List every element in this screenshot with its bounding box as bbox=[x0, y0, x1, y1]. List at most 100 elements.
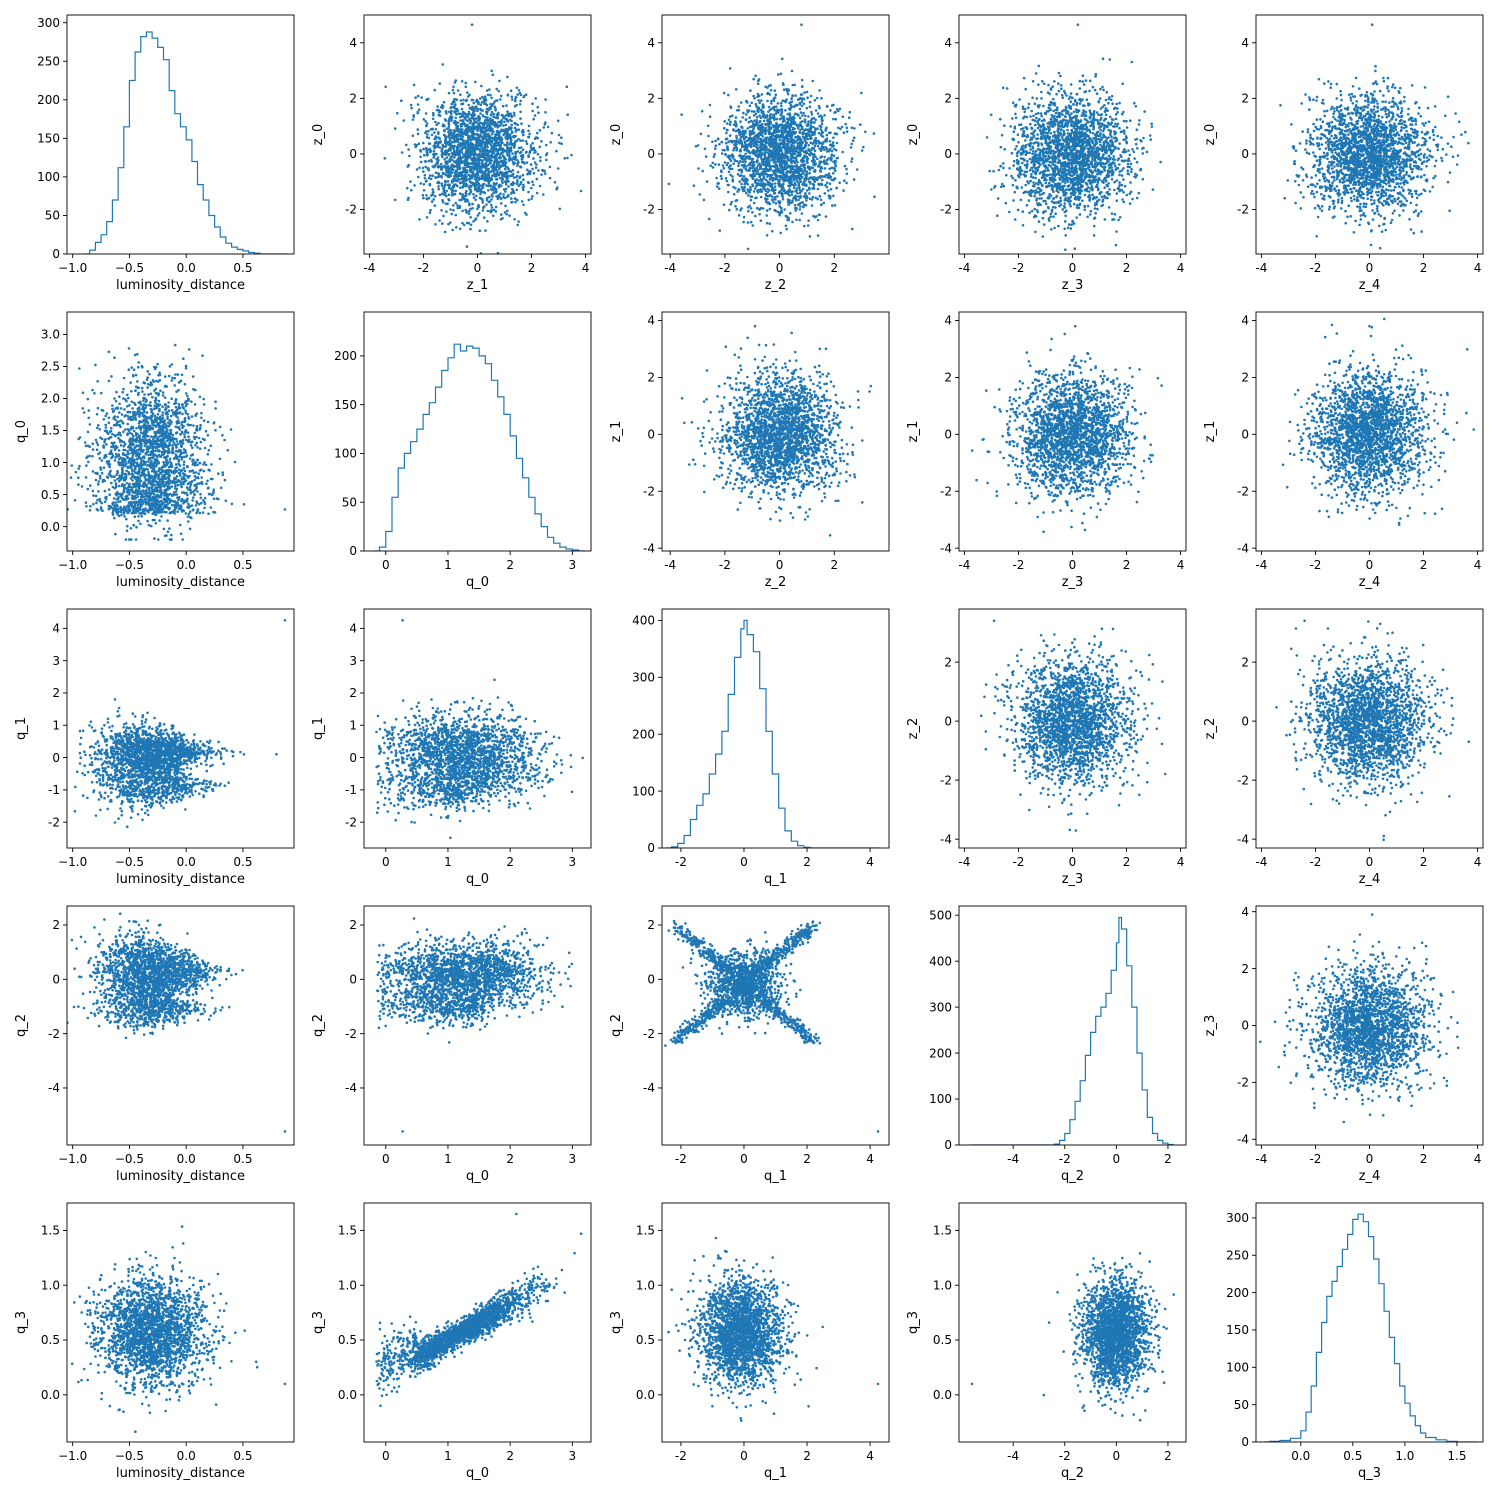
scatter-point bbox=[754, 196, 757, 200]
scatter-point bbox=[794, 158, 798, 161]
scatter-point bbox=[472, 122, 476, 126]
scatter-point bbox=[429, 177, 433, 181]
scatter-point bbox=[472, 134, 475, 138]
scatter-point bbox=[798, 191, 802, 195]
scatter-point bbox=[459, 93, 462, 97]
scatter-point bbox=[749, 198, 753, 202]
scatter-point bbox=[850, 160, 853, 163]
scatter-point bbox=[494, 148, 498, 152]
scatter-point bbox=[729, 105, 732, 108]
scatter-point bbox=[432, 153, 435, 156]
scatter-point bbox=[467, 186, 471, 189]
scatter-point bbox=[442, 100, 446, 104]
scatter-point bbox=[455, 98, 459, 102]
scatter-point bbox=[1013, 218, 1017, 221]
scatter-point bbox=[489, 136, 493, 139]
scatter-point bbox=[501, 217, 504, 220]
scatter-point bbox=[817, 139, 820, 143]
scatter-point bbox=[499, 202, 503, 205]
scatter-point bbox=[839, 127, 842, 131]
scatter-point bbox=[734, 116, 738, 119]
scatter-point bbox=[732, 146, 736, 150]
scatter-point bbox=[433, 144, 437, 147]
scatter-point bbox=[771, 138, 774, 142]
scatter-point bbox=[842, 131, 846, 134]
scatter-point bbox=[511, 181, 515, 184]
scatter-point bbox=[764, 162, 768, 165]
scatter-point bbox=[1098, 140, 1102, 144]
scatter-point bbox=[820, 96, 823, 100]
scatter-point bbox=[806, 224, 810, 227]
scatter-point bbox=[455, 169, 458, 172]
scatter-point bbox=[457, 130, 460, 133]
scatter-point bbox=[444, 145, 447, 148]
scatter-point bbox=[768, 132, 771, 136]
scatter-point bbox=[448, 160, 452, 163]
scatter-point bbox=[465, 245, 469, 248]
scatter-point bbox=[756, 168, 759, 172]
scatter-point bbox=[518, 151, 522, 155]
scatter-point bbox=[409, 180, 412, 183]
scatter-point bbox=[501, 154, 505, 157]
scatter-point bbox=[500, 151, 504, 155]
scatter-point bbox=[475, 165, 479, 168]
scatter-point bbox=[406, 186, 409, 190]
scatter-point bbox=[805, 175, 808, 178]
scatter-point bbox=[519, 182, 522, 186]
scatter-point bbox=[411, 118, 415, 121]
scatter-point bbox=[450, 115, 454, 119]
scatter-point bbox=[820, 166, 823, 169]
scatter-point bbox=[779, 113, 783, 117]
scatter-point bbox=[798, 172, 801, 176]
scatter-point bbox=[467, 156, 470, 159]
scatter-point bbox=[459, 186, 462, 189]
scatter-point bbox=[510, 123, 513, 127]
scatter-point bbox=[1012, 199, 1015, 202]
scatter-point bbox=[815, 157, 819, 161]
scatter-point bbox=[422, 147, 425, 151]
scatter-point bbox=[786, 90, 789, 93]
scatter-point bbox=[813, 255, 816, 258]
scatter-point bbox=[463, 158, 467, 162]
scatter-point bbox=[1012, 159, 1016, 163]
scatter-point bbox=[769, 145, 772, 149]
scatter-point bbox=[781, 198, 785, 201]
scatter-point bbox=[802, 102, 806, 106]
scatter-point bbox=[522, 133, 525, 137]
scatter-point bbox=[780, 211, 784, 214]
scatter-point bbox=[506, 209, 509, 213]
scatter-point bbox=[1107, 206, 1111, 209]
scatter-point bbox=[790, 170, 793, 173]
scatter-point bbox=[445, 210, 448, 213]
scatter-point bbox=[833, 177, 837, 180]
scatter-point bbox=[1022, 76, 1026, 80]
scatter-point bbox=[771, 179, 775, 182]
scatter-point bbox=[757, 94, 761, 98]
scatter-point bbox=[427, 129, 430, 133]
scatter-point bbox=[507, 136, 511, 140]
scatter-point bbox=[724, 177, 728, 180]
scatter-point bbox=[803, 91, 806, 94]
scatter-point bbox=[459, 112, 462, 116]
scatter-point bbox=[441, 145, 445, 148]
y-tick-label: -2 bbox=[345, 203, 357, 217]
scatter-point bbox=[408, 154, 411, 158]
scatter-point bbox=[773, 118, 776, 121]
scatter-point bbox=[505, 172, 508, 176]
scatter-point bbox=[468, 162, 472, 165]
scatter-point bbox=[536, 152, 540, 156]
scatter-point bbox=[1069, 92, 1073, 95]
scatter-point bbox=[852, 136, 856, 140]
scatter-point bbox=[471, 142, 474, 146]
scatter-point bbox=[504, 204, 507, 208]
scatter-point bbox=[506, 112, 510, 115]
scatter-point bbox=[726, 147, 729, 150]
scatter-point bbox=[733, 158, 736, 161]
scatter-point bbox=[447, 130, 450, 134]
scatter-point bbox=[853, 127, 856, 130]
scatter-point bbox=[474, 198, 477, 201]
scatter-point bbox=[470, 168, 473, 172]
scatter-point bbox=[756, 82, 760, 85]
scatter-point bbox=[779, 231, 782, 235]
scatter-point bbox=[782, 139, 785, 142]
